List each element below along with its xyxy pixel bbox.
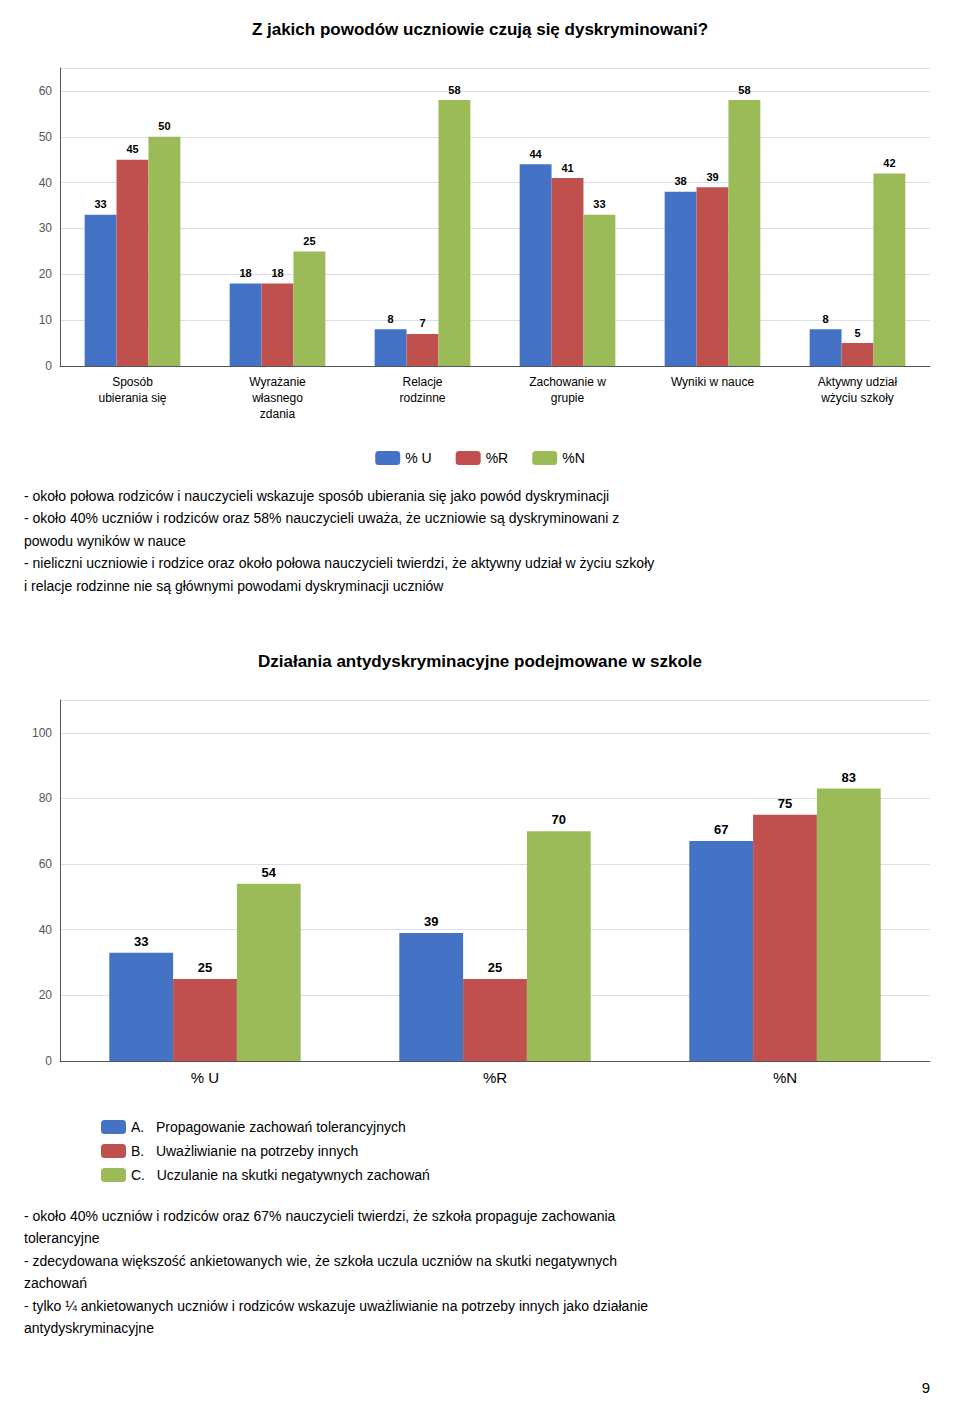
svg-text:20: 20	[39, 267, 53, 281]
html-text:tolerancyjne: tolerancyjne	[24, 1230, 100, 1247]
svg-text:40: 40	[39, 176, 53, 190]
svg-text:10: 10	[39, 313, 53, 327]
svg-text:0: 0	[45, 359, 52, 373]
svg-text:Sposób: Sposób	[112, 375, 153, 389]
svg-text:58: 58	[448, 84, 460, 96]
svg-text:Wyniki w nauce: Wyniki w nauce	[671, 375, 755, 389]
svg-text:45: 45	[126, 143, 138, 155]
html-text:- nieliczni uczniowie i rodzic: - nieliczni uczniowie i rodzice oraz oko…	[24, 555, 655, 572]
html-text:- zdecydowana większość ankiet: - zdecydowana większość ankietowanych wi…	[24, 1252, 617, 1269]
html-text:antydyskryminacyjne: antydyskryminacyjne	[24, 1320, 154, 1336]
svg-text:18: 18	[271, 267, 283, 279]
svg-text:0: 0	[45, 1054, 52, 1068]
svg-text:Wyrażanie: Wyrażanie	[249, 375, 306, 389]
svg-text:8: 8	[823, 313, 829, 325]
svg-text:42: 42	[883, 157, 895, 169]
svg-text:58: 58	[738, 84, 750, 96]
svg-text:75: 75	[778, 796, 792, 811]
html-text:i relacje rodzinne nie są głów: i relacje rodzinne nie są głównymi powod…	[24, 577, 444, 594]
svg-text:25: 25	[303, 235, 315, 247]
svg-text:100: 100	[32, 726, 52, 740]
svg-text:%N: %N	[562, 450, 585, 466]
svg-text:Z jakich powodów uczniowie czu: Z jakich powodów uczniowie czują się dys…	[252, 20, 708, 39]
svg-text:39: 39	[424, 914, 438, 929]
svg-text:Zachowanie w: Zachowanie w	[529, 375, 606, 389]
svg-text:50: 50	[39, 130, 53, 144]
html-text:zachowań: zachowań	[24, 1275, 87, 1292]
svg-text:50: 50	[158, 120, 170, 132]
svg-text:33: 33	[134, 934, 148, 949]
svg-text:B. Uważliwianie na potrzeby: B. Uważliwianie na potrzeby innych	[131, 1143, 358, 1159]
html-text:powodu wyników w nauce: powodu wyników w nauce	[24, 532, 186, 549]
svg-text:wżyciu szkoły: wżyciu szkoły	[820, 391, 894, 405]
svg-text:C. Uczulanie na skutki negat: C. Uczulanie na skutki negatywnych zacho…	[131, 1167, 430, 1183]
svg-text:% U: % U	[191, 1069, 219, 1086]
svg-text:25: 25	[488, 960, 502, 975]
svg-text:67: 67	[714, 822, 728, 837]
svg-text:rodzinne: rodzinne	[399, 391, 445, 405]
svg-text:A. Propagowanie zachowań tol: A. Propagowanie zachowań tolerancyjnych	[131, 1119, 406, 1135]
svg-text:25: 25	[198, 960, 212, 975]
html-text:- około 40% uczniów i rodziców: - około 40% uczniów i rodziców oraz 67% …	[24, 1208, 616, 1224]
svg-text:8: 8	[388, 313, 394, 325]
svg-text:40: 40	[39, 923, 53, 937]
svg-text:54: 54	[262, 865, 277, 880]
svg-text:ubierania się: ubierania się	[98, 391, 166, 405]
svg-text:41: 41	[561, 162, 573, 174]
svg-text:%N: %N	[773, 1069, 797, 1086]
svg-text:%R: %R	[486, 450, 509, 466]
html-text:- około połowa rodziców i nauc: - około połowa rodziców i nauczycieli ws…	[24, 488, 610, 504]
svg-text:38: 38	[674, 175, 686, 187]
svg-text:18: 18	[239, 267, 251, 279]
svg-text:80: 80	[39, 791, 53, 805]
svg-text:39: 39	[706, 171, 718, 183]
svg-text:70: 70	[552, 812, 566, 827]
svg-text:30: 30	[39, 221, 53, 235]
svg-text:33: 33	[593, 198, 605, 210]
html-text:- tylko ¼ ankietowanych ucznió: - tylko ¼ ankietowanych uczniów i rodzic…	[24, 1297, 649, 1314]
svg-text:% U: % U	[405, 450, 431, 466]
svg-text:60: 60	[39, 84, 53, 98]
svg-text:zdania: zdania	[260, 407, 296, 421]
html-text:9: 9	[921, 1379, 930, 1396]
svg-text:33: 33	[94, 198, 106, 210]
svg-text:83: 83	[842, 770, 856, 785]
html-text:- około 40% uczniów i rodziców: - około 40% uczniów i rodziców oraz 58% …	[24, 510, 620, 527]
svg-text:Aktywny udział: Aktywny udział	[818, 375, 898, 389]
svg-text:Relacje: Relacje	[402, 375, 442, 389]
svg-text:7: 7	[419, 317, 425, 329]
svg-text:60: 60	[39, 857, 53, 871]
svg-text:%R: %R	[483, 1069, 507, 1086]
svg-text:Działania antydyskryminacyjne: Działania antydyskryminacyjne podejmowan…	[258, 652, 702, 671]
svg-text:grupie: grupie	[551, 391, 585, 405]
svg-text:20: 20	[39, 988, 53, 1002]
svg-text:44: 44	[529, 148, 542, 160]
svg-text:własnego: własnego	[251, 391, 303, 405]
svg-text:5: 5	[854, 327, 860, 339]
